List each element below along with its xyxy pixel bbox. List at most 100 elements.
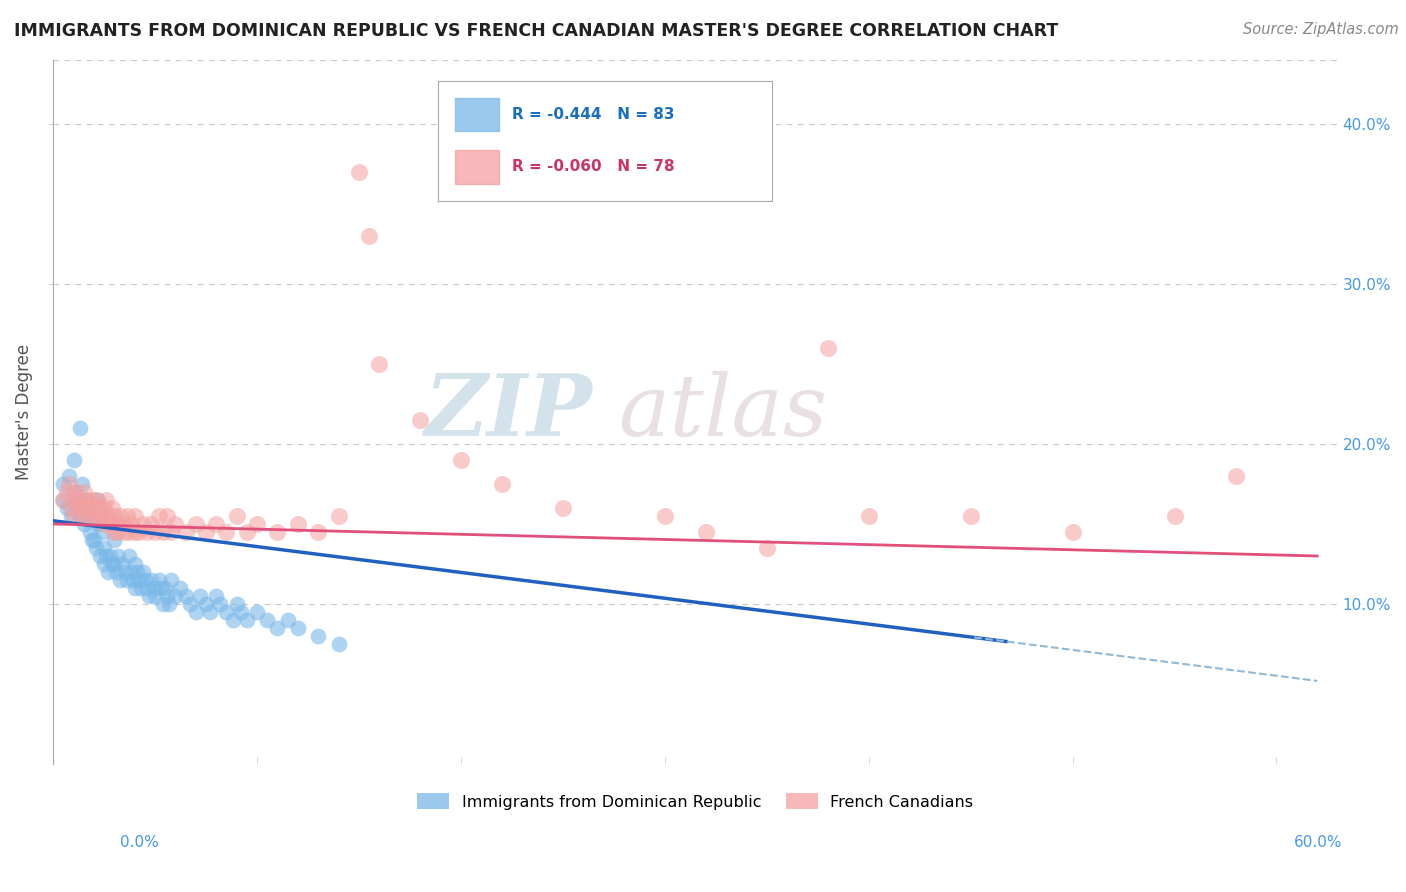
Point [124, 524, 146, 539]
Point [132, 516, 155, 531]
Point [165, 516, 187, 531]
Point [60, 508, 83, 523]
Point [959, 508, 981, 523]
Point [184, 605, 207, 619]
Point [84, 492, 107, 507]
Point [277, 613, 299, 627]
Point [87, 516, 110, 531]
Point [62, 453, 84, 467]
Point [105, 516, 128, 531]
Point [198, 605, 221, 619]
Point [69, 492, 91, 507]
Point [91, 524, 114, 539]
Point [70, 477, 93, 491]
Point [87, 492, 110, 507]
Point [93, 557, 115, 571]
Text: IMMIGRANTS FROM DOMINICAN REPUBLIC VS FRENCH CANADIAN MASTER'S DEGREE CORRELATIO: IMMIGRANTS FROM DOMINICAN REPUBLIC VS FR… [14, 22, 1059, 40]
Point [134, 573, 156, 587]
Point [120, 516, 142, 531]
Point [69, 421, 91, 435]
Point [450, 453, 472, 467]
Point [52, 492, 75, 507]
Point [83, 508, 105, 523]
Point [143, 589, 166, 603]
Point [256, 613, 278, 627]
Point [195, 524, 218, 539]
Point [56, 500, 79, 515]
Point [491, 477, 513, 491]
Point [195, 597, 218, 611]
Point [111, 557, 134, 571]
Point [215, 524, 238, 539]
Point [110, 508, 132, 523]
Point [246, 605, 269, 619]
Point [93, 516, 115, 531]
Point [205, 516, 228, 531]
Point [287, 621, 309, 635]
Point [62, 508, 84, 523]
Point [79, 524, 101, 539]
Point [654, 508, 676, 523]
Point [152, 597, 174, 611]
Point [368, 357, 391, 371]
Text: Source: ZipAtlas.com: Source: ZipAtlas.com [1243, 22, 1399, 37]
Point [209, 597, 232, 611]
Point [236, 613, 259, 627]
Point [75, 492, 97, 507]
Point [266, 524, 288, 539]
Point [52, 477, 75, 491]
Point [121, 573, 143, 587]
Point [225, 597, 247, 611]
Point [174, 524, 197, 539]
Point [94, 492, 117, 507]
Point [66, 500, 89, 515]
Point [266, 621, 288, 635]
Point [1062, 524, 1084, 539]
Point [174, 589, 197, 603]
Point [65, 485, 87, 500]
Point [205, 589, 228, 603]
Point [148, 508, 170, 523]
Point [115, 508, 138, 523]
Point [129, 581, 152, 595]
Point [328, 637, 350, 651]
Point [89, 549, 111, 563]
Point [125, 565, 148, 579]
Text: ZIP: ZIP [425, 370, 592, 454]
Point [103, 557, 125, 571]
Point [156, 589, 179, 603]
Point [695, 524, 717, 539]
Point [124, 508, 146, 523]
Point [138, 589, 160, 603]
Text: 60.0%: 60.0% [1295, 836, 1343, 850]
Point [62, 485, 84, 500]
Point [60, 500, 83, 515]
Point [287, 516, 309, 531]
Point [97, 565, 120, 579]
Point [150, 581, 173, 595]
Point [148, 573, 170, 587]
Point [858, 508, 880, 523]
Point [76, 508, 98, 523]
Point [328, 508, 350, 523]
Point [98, 516, 121, 531]
Point [169, 581, 191, 595]
Point [225, 508, 247, 523]
Point [80, 492, 103, 507]
Point [124, 581, 146, 595]
Point [101, 500, 124, 515]
Point [156, 508, 179, 523]
Point [110, 573, 132, 587]
Point [128, 524, 150, 539]
Point [83, 508, 105, 523]
Point [87, 508, 110, 523]
Point [52, 492, 75, 507]
Point [91, 508, 114, 523]
Text: 0.0%: 0.0% [120, 836, 159, 850]
Point [98, 549, 121, 563]
Point [1163, 508, 1185, 523]
Point [93, 541, 115, 555]
Point [136, 524, 159, 539]
Point [94, 549, 117, 563]
Point [105, 565, 128, 579]
